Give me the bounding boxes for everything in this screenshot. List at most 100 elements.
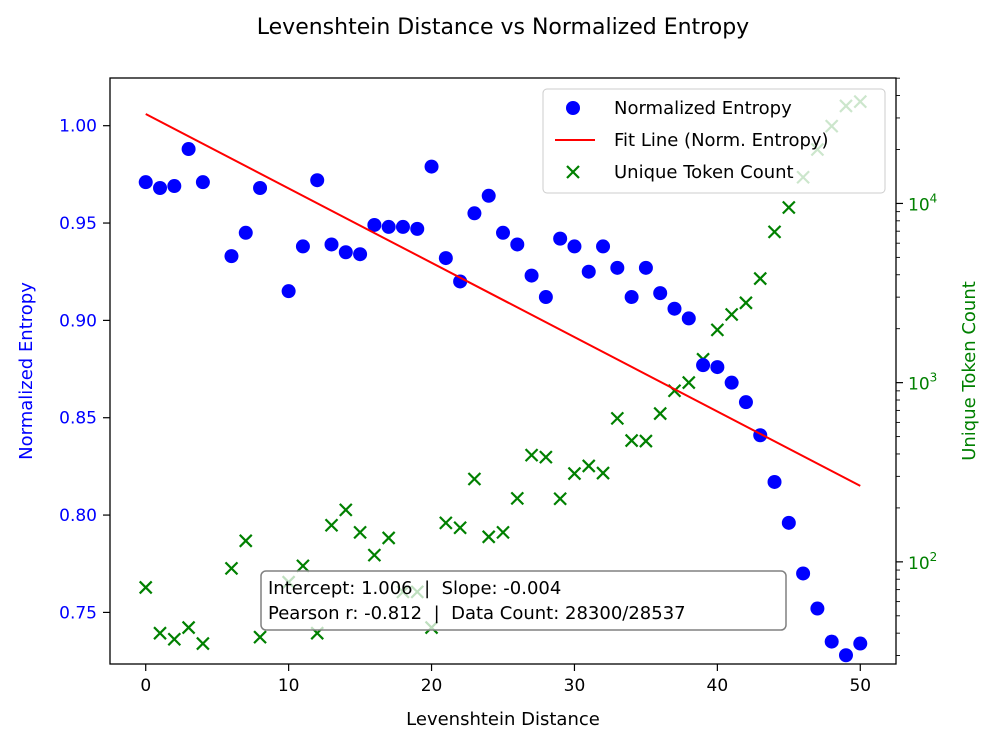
entropy-point (724, 375, 739, 390)
y-tick-label: 0.75 (59, 603, 97, 623)
token-count-point (567, 466, 582, 481)
plot-frame (109, 77, 897, 665)
token-count-point (710, 323, 725, 337)
entropy-point (810, 601, 825, 616)
entropy-point (767, 474, 782, 489)
token-count-point (724, 307, 739, 322)
entropy-point (338, 245, 353, 260)
entropy-point (353, 247, 368, 262)
y-axis-left: 0.75 0.80 0.85 0.90 0.95 1.00 (59, 117, 110, 623)
stats-annotation: Intercept: 1.006 | Slope: -0.004 Pearson… (260, 570, 787, 631)
fit-line (145, 113, 861, 487)
entropy-point (138, 175, 153, 190)
token-count-point (381, 531, 396, 545)
token-count-point (138, 580, 153, 595)
entropy-point (496, 225, 510, 240)
token-count-point (353, 525, 367, 540)
legend-tokens-marker (566, 165, 580, 179)
token-count-point (539, 450, 553, 464)
token-count-point (339, 503, 353, 517)
entropy-point (481, 188, 496, 203)
entropy-point (738, 395, 753, 410)
token-count-point (181, 620, 196, 635)
token-count-point (524, 448, 539, 462)
y-tick-label: 1.00 (59, 117, 97, 137)
annotation-line2: Pearson r: -0.812 | Data Count: 28300/28… (268, 603, 686, 624)
entropy-point (853, 636, 868, 651)
entropy-point (581, 264, 596, 279)
entropy-point (653, 286, 668, 301)
entropy-point (281, 284, 296, 299)
entropy-point (467, 206, 482, 221)
legend-entropy-marker (566, 101, 580, 115)
entropy-point (710, 360, 725, 375)
token-count-point (467, 472, 482, 486)
token-count-point (238, 534, 253, 548)
entropy-point (238, 225, 253, 240)
token-count-point (653, 406, 667, 421)
annotation-box (260, 570, 787, 631)
token-count-point (253, 630, 267, 644)
entropy-point (181, 142, 196, 157)
legend-fit-label: Fit Line (Norm. Entropy) (614, 130, 829, 151)
token-count-point (496, 525, 510, 540)
token-count-point (782, 200, 796, 215)
annotation-line1: Intercept: 1.006 | Slope: -0.004 (268, 578, 561, 599)
y-tick-label: 0.95 (59, 214, 97, 234)
token-count-point (624, 433, 639, 448)
token-count-point (639, 434, 653, 448)
token-count-point (196, 636, 210, 651)
y2-axis-label: Unique Token Count (959, 281, 980, 461)
entropy-point (553, 231, 568, 246)
entropy-point (295, 239, 310, 254)
x-axis-label: Levenshtein Distance (406, 709, 600, 730)
y-tick-label: 0.90 (59, 311, 97, 331)
entropy-point (838, 648, 853, 663)
token-count-point (296, 559, 310, 573)
legend-box (542, 88, 886, 194)
token-count-point (739, 296, 753, 310)
entropy-point (781, 515, 796, 530)
x-tick-label: 30 (564, 676, 586, 696)
entropy-point (424, 159, 439, 174)
token-count-point (453, 520, 467, 535)
entropy-point (381, 219, 396, 234)
y-tick-label: 0.85 (59, 409, 97, 429)
entropy-point (253, 180, 268, 195)
entropy-point (696, 358, 711, 373)
entropy-point (367, 217, 382, 232)
entropy-point (667, 301, 682, 316)
x-tick-label: 50 (849, 676, 871, 696)
token-count-point (581, 459, 596, 473)
entropy-point (610, 260, 625, 275)
token-count-point (324, 518, 339, 533)
entropy-point (524, 268, 539, 283)
plot-marks (138, 94, 868, 663)
entropy-point (395, 219, 410, 234)
entropy-point (438, 251, 453, 266)
entropy-point (410, 221, 425, 236)
token-count-point (481, 530, 496, 544)
chart-title: Levenshtein Distance vs Normalized Entro… (257, 15, 749, 40)
token-count-point (224, 561, 239, 576)
legend-tokens-label: Unique Token Count (614, 162, 794, 183)
y2-tick-label: 102 (908, 550, 937, 574)
token-count-point (439, 516, 453, 530)
token-count-point (367, 548, 382, 562)
legend-entropy-label: Normalized Entropy (614, 98, 792, 119)
token-count-point (767, 225, 782, 239)
token-count-point (682, 375, 696, 390)
legend: Normalized Entropy Fit Line (Norm. Entro… (542, 88, 886, 194)
entropy-point (195, 175, 210, 190)
entropy-point (453, 274, 468, 289)
token-count-point (153, 626, 167, 640)
token-count-point (596, 466, 610, 480)
x-axis: 0 10 20 30 40 50 (140, 664, 871, 696)
y-axis-label: Normalized Entropy (16, 282, 37, 460)
token-count-point (610, 411, 625, 426)
entropy-point (796, 566, 811, 581)
entropy-point (510, 237, 525, 252)
entropy-point (624, 290, 639, 305)
